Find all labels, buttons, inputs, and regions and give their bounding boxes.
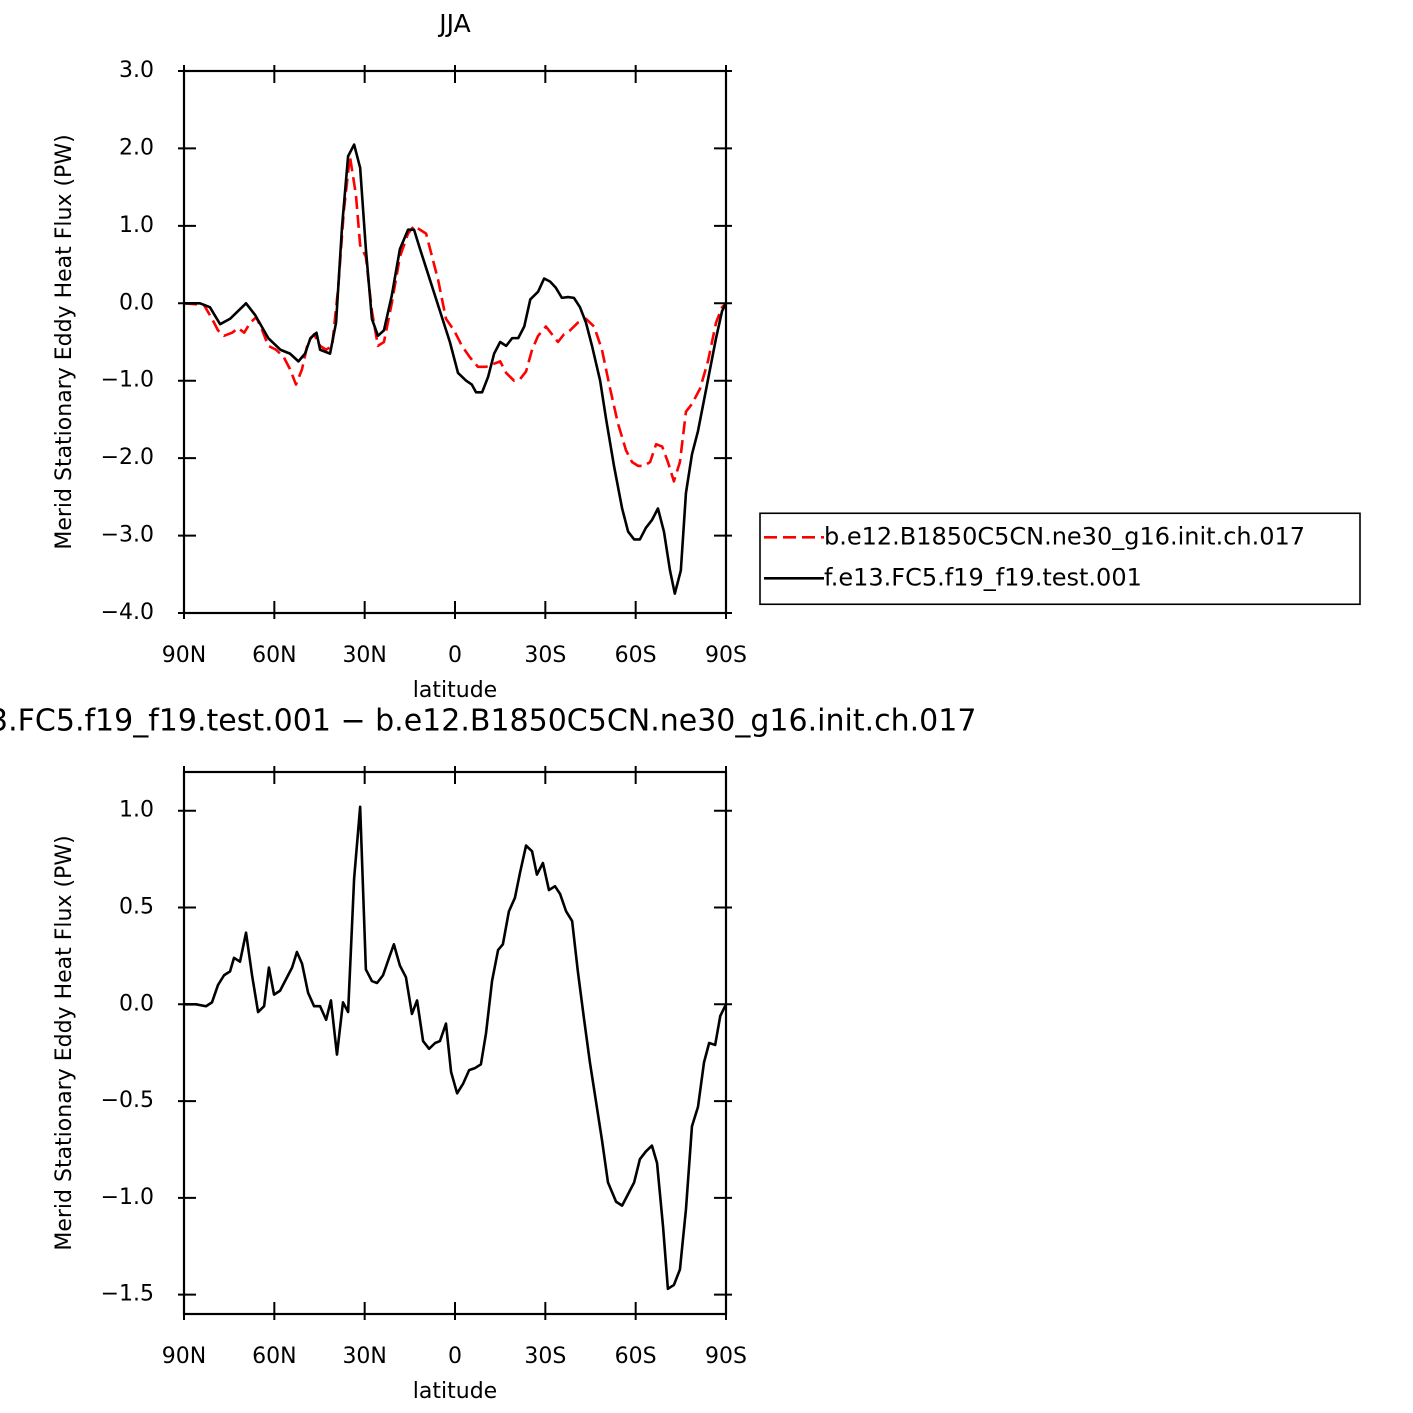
y-tick-label: 1.0 [119, 213, 154, 238]
x-axis-label: latitude [413, 678, 497, 703]
x-tick-label: 90N [162, 1344, 206, 1369]
x-tick-label: 30N [342, 1344, 386, 1369]
y-tick-label: 2.0 [119, 135, 154, 160]
y-tick-label: −1.5 [101, 1282, 154, 1307]
y-axis-label: Merid Stationary Eddy Heat Flux (PW) [52, 134, 77, 549]
y-tick-label: −3.0 [101, 523, 154, 548]
x-tick-label: 0 [448, 643, 462, 668]
y-tick-label: 3.0 [119, 58, 154, 83]
chart-title: JJA [437, 9, 470, 38]
x-tick-label: 30S [524, 643, 566, 668]
y-tick-label: −0.5 [101, 1088, 154, 1113]
legend-label: b.e12.B1850C5CN.ne30_g16.init.ch.017 [824, 522, 1305, 550]
data-line [184, 143, 728, 595]
x-tick-label: 90N [162, 643, 206, 668]
y-tick-label: 1.0 [119, 798, 154, 823]
x-tick-label: 30N [342, 643, 386, 668]
y-tick-label: 0.5 [119, 895, 154, 920]
data-line [184, 805, 728, 1291]
x-tick-label: 60S [615, 643, 657, 668]
legend-label: f.e13.FC5.f19_f19.test.001 [824, 563, 1142, 591]
x-tick-label: 90S [705, 1344, 747, 1369]
data-line [183, 154, 727, 483]
x-tick-label: 60N [252, 643, 296, 668]
y-tick-label: −2.0 [101, 445, 154, 470]
chart-title: f.e13.FC5.f19_f19.test.001 − b.e12.B1850… [0, 704, 976, 739]
y-tick-label: 0.0 [119, 290, 154, 315]
x-tick-label: 60N [252, 1344, 296, 1369]
x-tick-label: 60S [615, 1344, 657, 1369]
x-tick-label: 90S [705, 643, 747, 668]
x-tick-label: 30S [524, 1344, 566, 1369]
x-axis-label: latitude [413, 1379, 497, 1404]
y-tick-label: 0.0 [119, 991, 154, 1016]
legend-box [759, 512, 1361, 606]
y-tick-label: −4.0 [101, 600, 154, 625]
y-tick-label: −1.0 [101, 1185, 154, 1210]
y-tick-label: −1.0 [101, 368, 154, 393]
y-axis-label: Merid Stationary Eddy Heat Flux (PW) [52, 835, 77, 1250]
plot-frame [182, 770, 728, 1316]
x-tick-label: 0 [448, 1344, 462, 1369]
